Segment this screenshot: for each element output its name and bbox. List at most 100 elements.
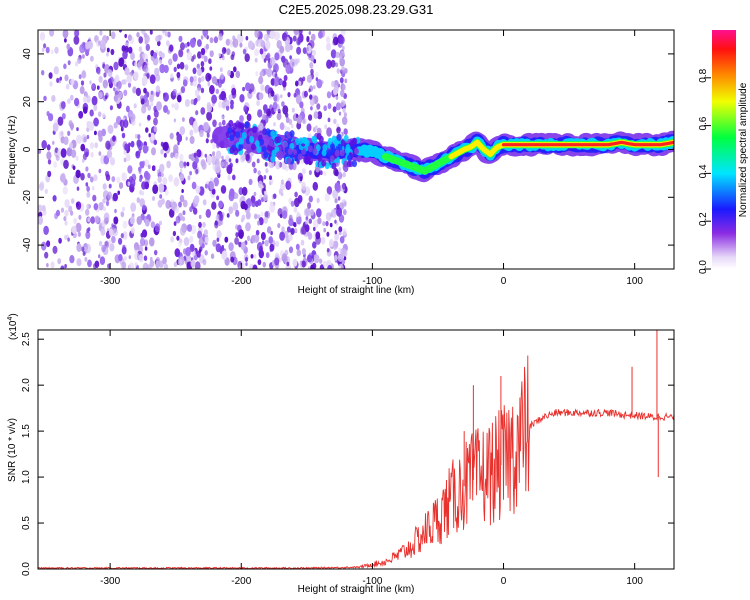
noise-blob	[209, 66, 213, 71]
noise-blob	[193, 152, 197, 158]
noise-blob	[181, 189, 184, 193]
noise-blob	[100, 228, 106, 236]
noise-blob	[322, 260, 327, 268]
noise-blob	[308, 114, 313, 121]
noise-blob	[248, 40, 254, 50]
noise-blob	[257, 214, 261, 220]
chart-title: C2E5.2025.098.23.29.G31	[279, 2, 434, 17]
signal-ridge	[212, 119, 674, 183]
noise-blob	[177, 258, 183, 266]
snr-y-label: SNR (10 * v/v)	[7, 418, 18, 482]
ridge-blob	[298, 137, 304, 145]
noise-blob	[327, 117, 331, 123]
noise-blob	[173, 118, 177, 123]
noise-blob	[69, 142, 74, 149]
noise-blob	[150, 221, 156, 229]
noise-blob	[57, 116, 64, 126]
noise-blob	[145, 43, 150, 52]
noise-blob	[343, 256, 347, 261]
noise-blob	[134, 252, 140, 261]
noise-blob	[302, 185, 306, 191]
noise-blob	[138, 46, 143, 53]
noise-blob	[234, 192, 239, 199]
noise-blob	[196, 63, 200, 69]
noise-blob	[194, 156, 199, 164]
noise-blob	[245, 154, 250, 162]
noise-blob	[48, 72, 53, 79]
ridge-blob	[239, 137, 244, 145]
noise-blob	[124, 67, 130, 76]
noise-blob	[52, 140, 55, 145]
noise-blob	[293, 206, 298, 213]
noise-blob	[315, 71, 319, 78]
noise-blob	[333, 87, 338, 96]
noise-blob	[306, 47, 309, 52]
noise-blob	[179, 168, 183, 173]
ridge-blob	[229, 134, 235, 142]
noise-blob	[294, 227, 298, 233]
noise-blob	[232, 174, 236, 181]
noise-blob	[339, 236, 345, 244]
noise-blob	[76, 134, 82, 144]
noise-blob	[134, 262, 138, 267]
noise-blob	[275, 240, 280, 247]
noise-blob	[168, 174, 174, 183]
ridge-blob	[233, 148, 239, 156]
y-tick-label: 0.0	[21, 562, 32, 576]
noise-blob	[283, 75, 288, 81]
noise-blob	[311, 33, 316, 42]
noise-blob	[73, 35, 80, 45]
noise-blob	[206, 104, 212, 113]
noise-blob	[281, 253, 288, 263]
noise-blob	[211, 155, 218, 165]
noise-blob	[85, 166, 89, 172]
noise-blob	[263, 216, 268, 224]
noise-blob	[114, 208, 117, 214]
noise-blob	[164, 31, 169, 37]
ridge-blob	[354, 147, 359, 155]
noise-blob	[67, 130, 71, 136]
noise-blob	[225, 105, 230, 111]
noise-blob	[313, 111, 319, 119]
noise-blob	[65, 83, 70, 90]
noise-blob	[138, 122, 142, 127]
noise-blob	[333, 118, 337, 125]
ridge-blob	[347, 154, 353, 162]
noise-blob	[118, 254, 123, 262]
noise-blob	[39, 182, 44, 191]
ridge-blob	[232, 122, 238, 130]
noise-blob	[154, 249, 158, 256]
noise-blob	[204, 183, 208, 189]
noise-blob	[144, 181, 149, 190]
noise-blob	[83, 106, 88, 114]
noise-blob	[205, 138, 209, 144]
noise-blob	[202, 30, 209, 37]
noise-blob	[94, 215, 100, 224]
noise-blob	[240, 241, 246, 251]
noise-blob	[77, 57, 82, 64]
noise-blob	[150, 90, 154, 95]
noise-blob	[93, 203, 99, 211]
noise-blob	[82, 158, 85, 163]
noise-blob	[197, 87, 201, 92]
noise-blob	[185, 136, 188, 141]
snr-scale-factor: (x104)	[7, 313, 19, 340]
noise-blob	[120, 211, 125, 218]
noise-blob	[327, 103, 332, 110]
noise-blob	[63, 216, 67, 222]
noise-blob	[277, 113, 282, 120]
noise-blob	[135, 87, 141, 97]
noise-blob	[317, 217, 322, 225]
noise-blob	[179, 91, 182, 96]
noise-blob	[187, 224, 193, 232]
noise-blob	[122, 231, 128, 240]
noise-blob	[120, 126, 124, 132]
noise-blob	[259, 246, 263, 252]
noise-blob	[258, 180, 263, 188]
noise-blob	[111, 223, 114, 228]
noise-blob	[160, 148, 164, 155]
noise-blob	[320, 237, 326, 245]
noise-blob	[218, 122, 222, 127]
noise-blob	[339, 77, 344, 84]
noise-blob	[103, 155, 110, 165]
